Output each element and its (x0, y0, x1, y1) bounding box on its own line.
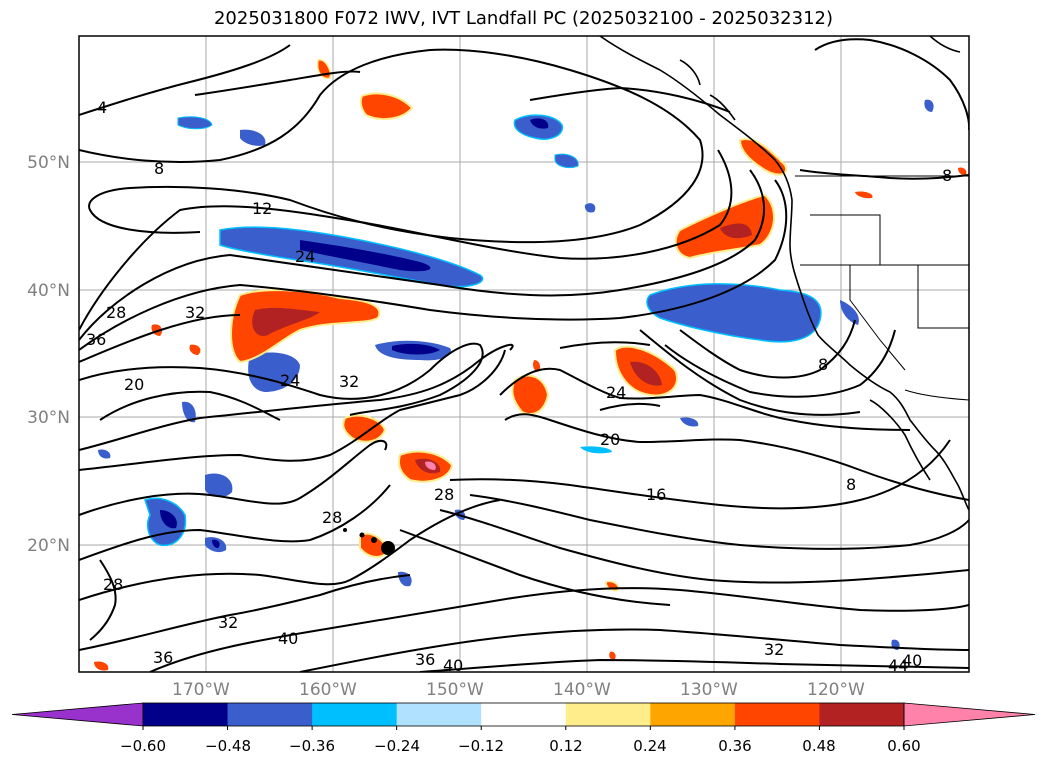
plot-area (79, 36, 969, 672)
plot-frame (78, 35, 970, 673)
map-title: 2025031800 F072 IWV, IVT Landfall PC (20… (213, 8, 834, 29)
political-borders (795, 175, 969, 401)
contour-label: 40 (902, 651, 922, 670)
lat-label-40n: 40°N (27, 281, 70, 301)
hawaii-islands (343, 528, 395, 555)
contour-label: 16 (646, 485, 666, 504)
colorbar (11, 702, 1036, 730)
lat-label-30n: 30°N (27, 408, 70, 428)
lon-label-150w: 150°W (426, 680, 484, 700)
contour-label: 8 (942, 166, 952, 185)
colorbar-tick: −0.60 (120, 737, 166, 755)
coastline (599, 36, 969, 511)
colorbar-extend-low (11, 702, 144, 727)
lat-label-50n: 50°N (27, 153, 70, 173)
contour-label: 28 (434, 485, 454, 504)
colorbar-segment (650, 703, 736, 726)
contour-label: 24 (295, 247, 315, 266)
colorbar-extend-high (903, 702, 1036, 727)
lat-label-20n: 20°N (27, 536, 70, 556)
colorbar-tick: 0.36 (718, 737, 752, 755)
contour-label: 36 (86, 330, 106, 349)
colorbar-tick: −0.36 (289, 737, 335, 755)
colorbar-segment (312, 703, 398, 726)
colorbar-tick: −0.48 (205, 737, 251, 755)
colorbar-frame (142, 702, 905, 727)
contour-label: 32 (764, 640, 784, 659)
lon-label-130w: 130°W (680, 680, 738, 700)
contour-labels: 4 8 12 24 28 36 32 20 24 32 28 28 32 40 … (86, 98, 952, 675)
contour-label: 40 (443, 656, 463, 675)
contour-label: 28 (106, 303, 126, 322)
colorbar-tick: 0.12 (549, 737, 583, 755)
contour-label: 32 (185, 303, 205, 322)
contour-label: 8 (846, 475, 856, 494)
colorbar-segment (396, 703, 482, 726)
contour-label: 12 (252, 199, 272, 218)
contour-label: 8 (818, 355, 828, 374)
colorbar-tick: 0.24 (633, 737, 667, 755)
colorbar-tick: −0.24 (374, 737, 420, 755)
contour-label: 36 (415, 650, 435, 669)
colorbar-segment (565, 703, 651, 726)
contour-label: 20 (124, 375, 144, 394)
negative-pc-fields (98, 99, 934, 650)
iwv-contours (79, 38, 969, 672)
colorbar-segment (481, 703, 567, 726)
positive-pc-fields (94, 59, 967, 671)
contour-label: 32 (218, 613, 238, 632)
colorbar-segment (819, 703, 905, 726)
lon-label-120w: 120°W (807, 680, 865, 700)
colorbar-segment (734, 703, 820, 726)
contour-label: 20 (600, 430, 620, 449)
contour-label: 28 (322, 508, 342, 527)
contour-label: 24 (280, 371, 300, 390)
contour-label: 8 (154, 159, 164, 178)
lon-label-160w: 160°W (299, 680, 357, 700)
colorbar-tick: 0.48 (802, 737, 836, 755)
contour-label: 28 (103, 575, 123, 594)
gridlines (79, 36, 969, 672)
contour-label: 32 (339, 372, 359, 391)
colorbar-segment (227, 703, 313, 726)
contour-label: 36 (153, 648, 173, 667)
colorbar-tick: −0.12 (458, 737, 504, 755)
contour-label: 4 (97, 98, 107, 117)
lon-label-170w: 170°W (172, 680, 230, 700)
contour-label: 24 (606, 383, 626, 402)
colorbar-tick: 0.60 (887, 737, 921, 755)
contour-label: 40 (278, 629, 298, 648)
lon-label-140w: 140°W (553, 680, 611, 700)
contour-label: 44 (888, 656, 908, 675)
colorbar-segment (143, 703, 229, 726)
